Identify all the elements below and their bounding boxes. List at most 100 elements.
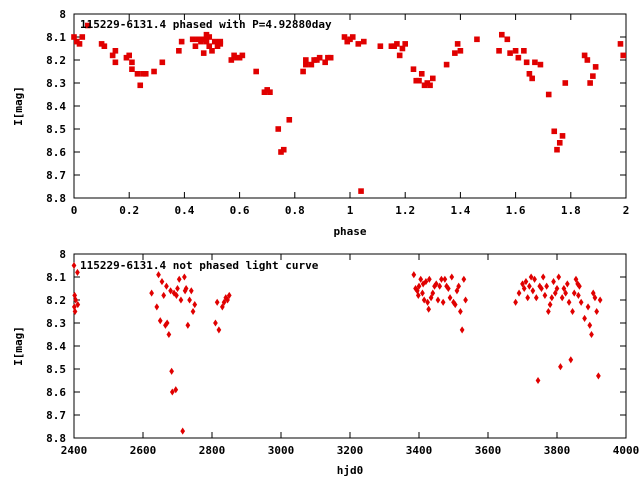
x-tick-label: 1.8 bbox=[561, 204, 581, 217]
data-point bbox=[523, 59, 530, 66]
data-point bbox=[142, 71, 149, 77]
data-point bbox=[559, 294, 565, 302]
data-point bbox=[507, 50, 513, 56]
data-point bbox=[322, 59, 328, 66]
data-point bbox=[516, 289, 522, 297]
data-point bbox=[515, 54, 522, 61]
data-point bbox=[399, 45, 406, 52]
data-point bbox=[570, 307, 575, 316]
data-point bbox=[537, 61, 544, 68]
data-point bbox=[316, 54, 323, 61]
x-tick-label: 0 bbox=[71, 204, 78, 217]
data-point bbox=[137, 82, 144, 89]
data-point bbox=[426, 305, 432, 313]
data-point bbox=[535, 376, 541, 385]
x-tick-label: 0.8 bbox=[285, 204, 305, 217]
x-tick-label: 1 bbox=[347, 204, 354, 217]
data-point bbox=[188, 287, 194, 295]
data-point bbox=[496, 47, 502, 54]
data-point bbox=[445, 284, 451, 293]
data-point bbox=[544, 282, 550, 290]
data-point bbox=[416, 77, 422, 84]
data-point bbox=[427, 82, 433, 89]
data-point bbox=[504, 36, 511, 43]
data-point bbox=[396, 52, 403, 59]
data-point bbox=[308, 61, 315, 68]
x-tick-label: 2 bbox=[623, 204, 630, 217]
data-point bbox=[559, 133, 566, 139]
data-point bbox=[175, 284, 180, 293]
data-point bbox=[513, 298, 518, 306]
y-axis-label-unphased: I[mag] bbox=[12, 326, 25, 366]
data-point bbox=[566, 298, 572, 306]
data-point bbox=[435, 296, 441, 304]
data-point bbox=[576, 291, 581, 299]
data-point bbox=[584, 57, 591, 63]
data-point bbox=[360, 38, 367, 45]
data-point bbox=[192, 43, 199, 50]
phased-light-curve-plot: 0 0.2 0.4 0.6 0.8 1 1.2 1.4 1.6 1.8 2 8 8.1 8.2 8.3 8.4… bbox=[12, 8, 629, 238]
data-point bbox=[176, 47, 182, 54]
data-point bbox=[554, 284, 560, 293]
data-point bbox=[540, 273, 546, 281]
x-axis-label-unphased: hjd0 bbox=[337, 464, 364, 477]
data-point bbox=[558, 363, 563, 371]
data-point bbox=[178, 38, 185, 45]
data-point bbox=[582, 314, 587, 322]
data-point bbox=[440, 298, 446, 306]
data-point bbox=[521, 284, 527, 293]
data-point bbox=[253, 68, 259, 75]
data-point bbox=[456, 282, 462, 290]
x-tick-label: 3200 bbox=[337, 444, 364, 457]
data-point bbox=[571, 289, 577, 297]
data-point bbox=[458, 307, 463, 316]
data-point bbox=[573, 275, 579, 283]
data-point bbox=[457, 47, 464, 54]
data-point bbox=[275, 126, 282, 132]
data-point bbox=[411, 271, 417, 279]
data-point bbox=[428, 294, 434, 302]
data-point bbox=[454, 287, 460, 295]
data-point bbox=[129, 59, 135, 66]
data-point bbox=[217, 38, 224, 45]
data-point bbox=[75, 268, 80, 276]
data-point bbox=[169, 388, 175, 396]
data-point bbox=[532, 59, 538, 66]
data-point bbox=[551, 278, 556, 286]
data-point bbox=[280, 146, 287, 153]
data-point bbox=[109, 52, 116, 59]
data-point bbox=[303, 61, 309, 68]
plot-frame-unphased bbox=[73, 253, 627, 439]
unphased-light-curve-plot: 2400 2600 2800 3000 3200 3400 3600 3800 4000 8 8.1… bbox=[12, 248, 639, 477]
data-point bbox=[520, 280, 525, 288]
data-point bbox=[439, 275, 444, 283]
data-point bbox=[101, 43, 108, 50]
data-point bbox=[437, 282, 443, 290]
data-point bbox=[547, 301, 553, 309]
data-point bbox=[159, 278, 165, 286]
data-point bbox=[556, 273, 562, 281]
data-point bbox=[286, 117, 293, 123]
data-point bbox=[71, 34, 77, 40]
data-point bbox=[189, 36, 196, 43]
data-point bbox=[577, 282, 582, 290]
data-point bbox=[174, 291, 179, 299]
data-point bbox=[71, 261, 77, 270]
x-tick-label: 0.4 bbox=[174, 204, 194, 217]
data-point bbox=[546, 307, 551, 316]
y-tick-label: 8.5 bbox=[46, 123, 66, 136]
data-point bbox=[178, 296, 184, 304]
data-point bbox=[443, 61, 450, 68]
data-point bbox=[429, 75, 436, 82]
data-point bbox=[452, 50, 458, 56]
data-point bbox=[590, 289, 596, 297]
data-point bbox=[182, 273, 187, 281]
x-tick-label: 2600 bbox=[130, 444, 157, 457]
data-point bbox=[303, 57, 309, 63]
y-tick-label: 8.8 bbox=[46, 432, 66, 445]
data-point bbox=[426, 275, 432, 283]
data-point bbox=[562, 80, 569, 86]
data-point bbox=[176, 275, 182, 283]
data-point bbox=[461, 275, 467, 283]
x-tick-label: 0.2 bbox=[119, 204, 139, 217]
